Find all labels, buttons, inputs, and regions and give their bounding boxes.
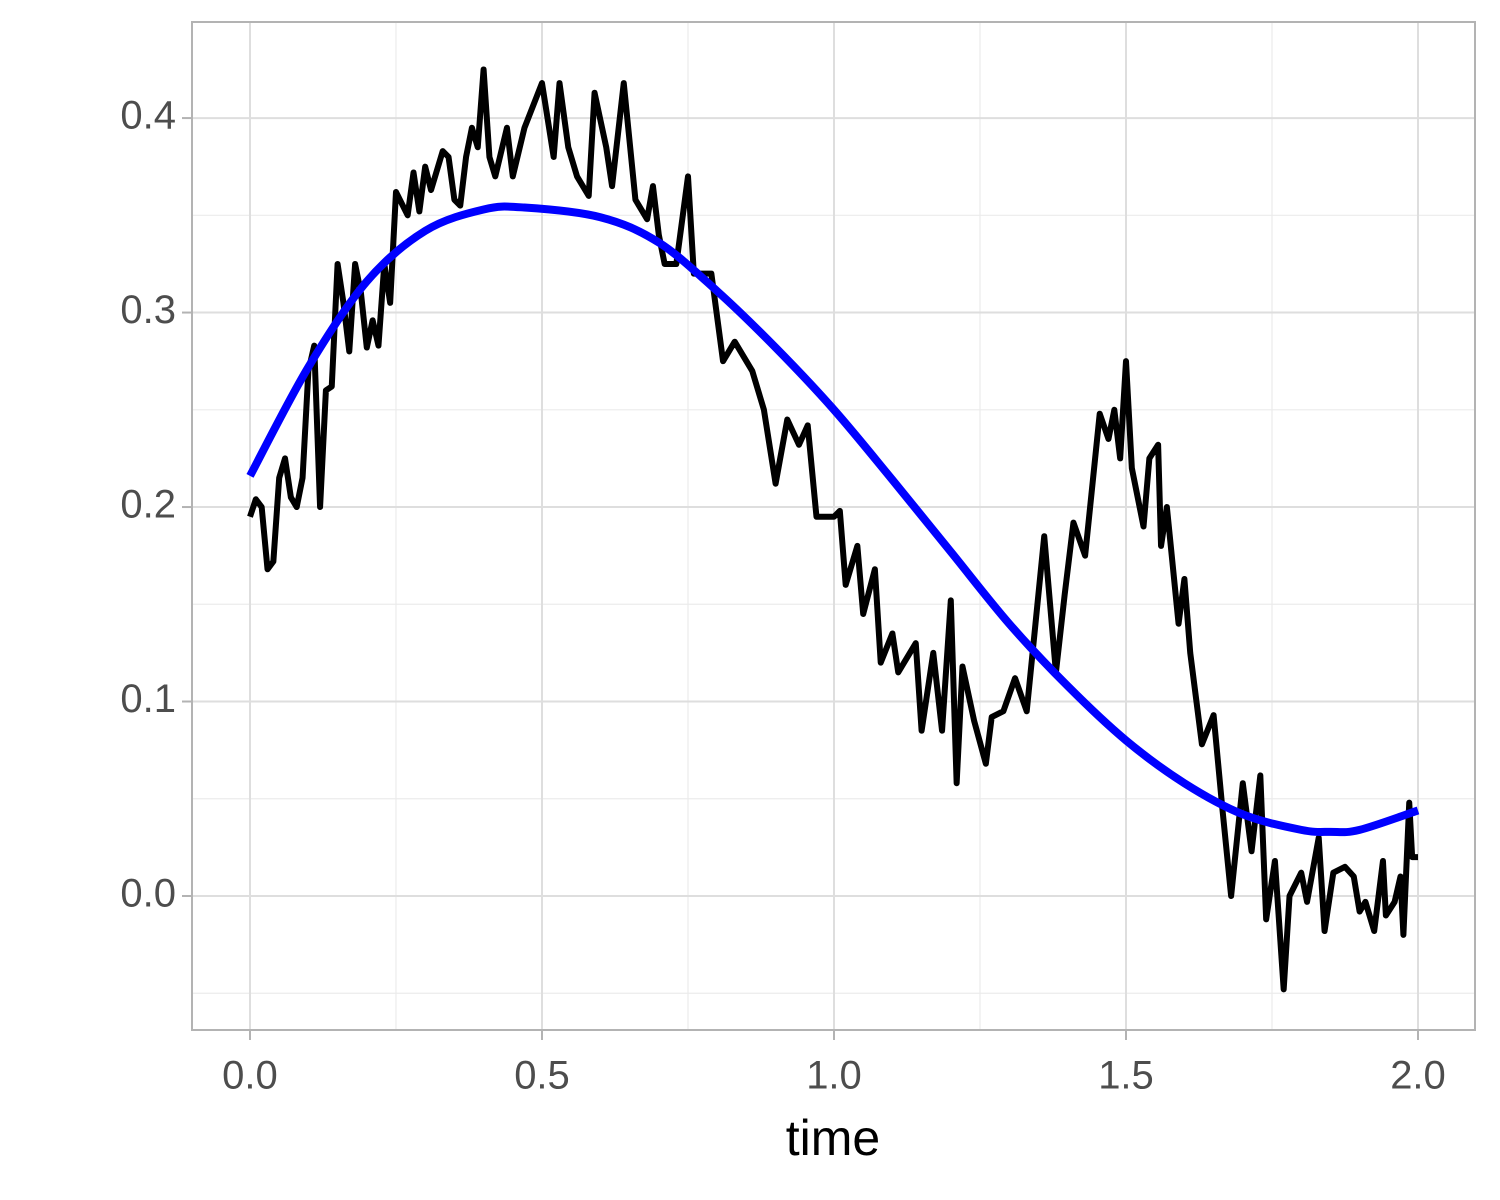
x-tick-label: 0.5 [514,1054,570,1098]
x-tick-label: 0.0 [222,1054,278,1098]
plot-data [246,66,1420,993]
grid [192,22,1475,1030]
y-tick-label: 0.3 [120,288,176,332]
x-tick-label: 1.0 [806,1054,862,1098]
y-tick-label: 0.0 [120,872,176,916]
data-line [246,202,1420,837]
y-tick-label: 0.2 [120,483,176,527]
x-axis-title: time [786,1110,880,1166]
data-line [247,66,1418,993]
y-tick-label: 0.1 [120,677,176,721]
y-tick-label: 0.4 [120,94,176,138]
x-tick-label: 2.0 [1390,1054,1446,1098]
x-tick-label: 1.5 [1098,1054,1154,1098]
